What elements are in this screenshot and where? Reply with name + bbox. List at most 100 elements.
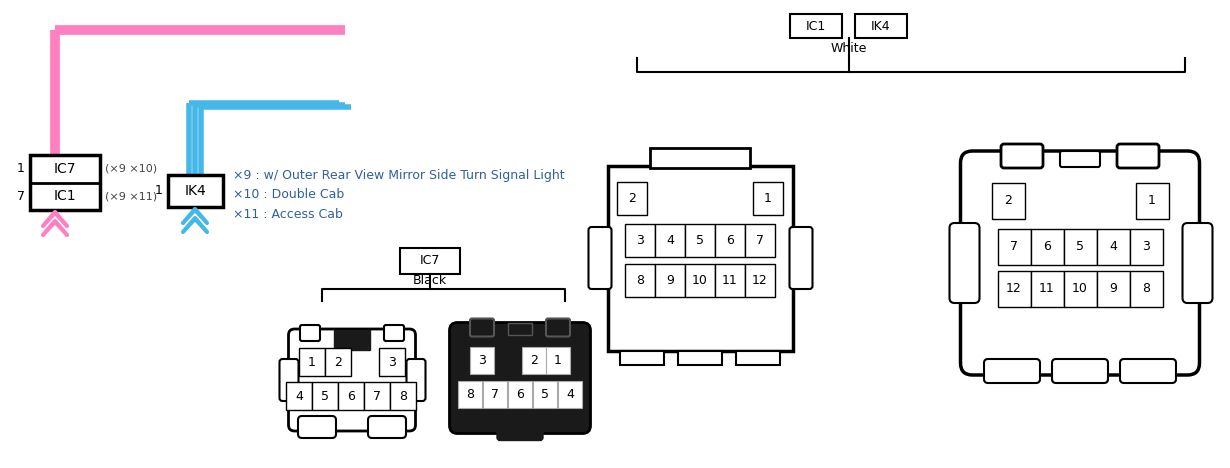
Text: IC1: IC1	[806, 20, 827, 32]
FancyBboxPatch shape	[1001, 144, 1043, 168]
Bar	[608, 166, 792, 351]
Text: 3: 3	[1143, 241, 1150, 254]
FancyBboxPatch shape	[497, 423, 542, 440]
FancyBboxPatch shape	[298, 416, 336, 438]
Bar	[753, 182, 784, 214]
Bar	[991, 183, 1025, 219]
Text: 1: 1	[554, 353, 562, 366]
Bar	[1064, 271, 1096, 307]
Polygon shape	[183, 218, 207, 232]
Text: 7: 7	[373, 389, 381, 402]
Bar	[470, 346, 494, 373]
Text: 6: 6	[347, 389, 355, 402]
Bar	[483, 380, 507, 408]
Bar	[546, 346, 569, 373]
FancyBboxPatch shape	[449, 322, 590, 433]
Bar	[656, 263, 685, 297]
Bar	[617, 182, 647, 214]
Text: 2: 2	[335, 356, 342, 368]
Bar	[1135, 183, 1168, 219]
Bar	[685, 263, 715, 297]
Bar	[325, 348, 351, 376]
Bar	[649, 147, 750, 168]
Bar	[1096, 271, 1129, 307]
Bar	[338, 382, 364, 410]
FancyBboxPatch shape	[1060, 151, 1100, 167]
Text: 1: 1	[308, 356, 316, 368]
Text: 10: 10	[692, 273, 708, 286]
Text: 8: 8	[466, 388, 474, 401]
Text: 1: 1	[1148, 195, 1156, 207]
Bar	[558, 380, 582, 408]
Bar	[656, 224, 685, 256]
Text: 1: 1	[17, 162, 25, 175]
FancyBboxPatch shape	[1117, 144, 1159, 168]
Bar	[625, 263, 656, 297]
Bar	[364, 382, 390, 410]
Text: IK4: IK4	[871, 20, 891, 32]
Text: 1: 1	[764, 191, 772, 205]
Polygon shape	[43, 221, 66, 235]
Text: 4: 4	[566, 388, 574, 401]
Bar	[685, 224, 715, 256]
Bar	[379, 348, 405, 376]
Bar	[678, 351, 722, 365]
Bar	[625, 224, 656, 256]
FancyBboxPatch shape	[984, 359, 1041, 383]
Text: (×9 ×11): (×9 ×11)	[105, 191, 157, 201]
FancyBboxPatch shape	[368, 416, 406, 438]
Text: 8: 8	[399, 389, 407, 402]
Text: 7: 7	[756, 234, 764, 247]
Bar	[855, 14, 907, 38]
Bar	[715, 224, 745, 256]
FancyBboxPatch shape	[588, 227, 611, 289]
FancyBboxPatch shape	[1121, 359, 1176, 383]
Text: 7: 7	[17, 190, 25, 203]
Polygon shape	[183, 209, 207, 223]
Text: 8: 8	[1141, 283, 1150, 295]
FancyBboxPatch shape	[790, 227, 813, 289]
Bar	[533, 380, 557, 408]
Bar	[1096, 229, 1129, 265]
Text: 11: 11	[1039, 283, 1055, 295]
Polygon shape	[43, 212, 66, 226]
Text: 7: 7	[1010, 241, 1018, 254]
Text: 7: 7	[491, 388, 499, 401]
Bar	[1031, 271, 1064, 307]
Text: 2: 2	[530, 353, 538, 366]
Bar	[287, 382, 312, 410]
Bar	[745, 224, 775, 256]
Text: 9: 9	[1109, 283, 1117, 295]
FancyBboxPatch shape	[1052, 359, 1108, 383]
Text: 6: 6	[726, 234, 734, 247]
FancyBboxPatch shape	[470, 319, 494, 336]
Text: 4: 4	[295, 389, 303, 402]
Bar	[790, 14, 843, 38]
Text: 1: 1	[155, 184, 164, 197]
Text: 11: 11	[722, 273, 738, 286]
Bar	[1129, 271, 1162, 307]
Bar	[522, 346, 546, 373]
Text: IK4: IK4	[184, 184, 207, 198]
Bar	[715, 263, 745, 297]
Text: 4: 4	[667, 234, 674, 247]
Text: 3: 3	[478, 353, 486, 366]
Text: 6: 6	[1043, 241, 1050, 254]
Bar	[1129, 229, 1162, 265]
Text: White: White	[830, 42, 867, 54]
Text: 12: 12	[1006, 283, 1022, 295]
FancyBboxPatch shape	[1182, 223, 1213, 303]
Text: (×9 ×10): (×9 ×10)	[105, 164, 157, 174]
Text: 3: 3	[387, 356, 396, 368]
Text: ×11 : Access Cab: ×11 : Access Cab	[232, 209, 343, 221]
FancyBboxPatch shape	[300, 325, 320, 341]
Bar	[458, 380, 482, 408]
Text: 5: 5	[696, 234, 704, 247]
Text: 5: 5	[541, 388, 549, 401]
Bar	[338, 332, 367, 348]
Bar	[299, 348, 325, 376]
FancyBboxPatch shape	[279, 359, 299, 401]
Bar	[390, 382, 416, 410]
Bar	[1064, 229, 1096, 265]
Text: 6: 6	[517, 388, 524, 401]
